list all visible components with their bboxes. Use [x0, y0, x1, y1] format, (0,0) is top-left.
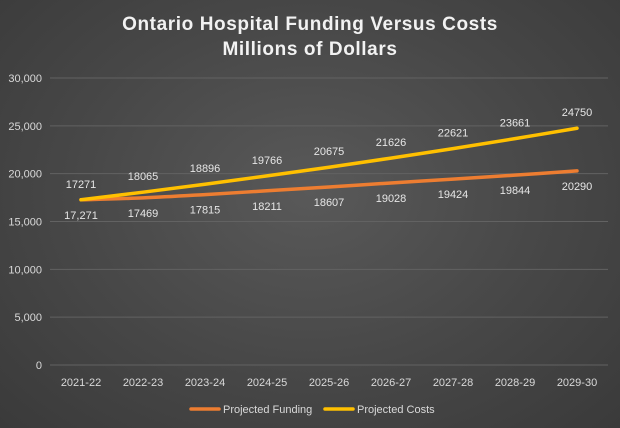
data-label-projected-costs: 18896	[190, 163, 221, 175]
x-tick-label: 2029-30	[557, 377, 597, 389]
legend-label-projected-funding: Projected Funding	[223, 404, 312, 416]
data-label-projected-funding: 19028	[376, 193, 407, 205]
y-tick-label: 30,000	[8, 73, 42, 85]
data-label-projected-costs: 24750	[562, 107, 593, 119]
data-label-projected-funding: 18211	[252, 201, 282, 213]
x-tick-label: 2022-23	[123, 377, 163, 389]
data-label-projected-costs: 22621	[438, 128, 469, 140]
y-tick-label: 10,000	[8, 264, 42, 276]
x-axis: 2021-22 2022-23 2023-24 2024-25 2025-26 2026-…	[61, 377, 597, 389]
x-tick-label: 2023-24	[185, 377, 225, 389]
data-label-projected-costs: 21626	[376, 137, 407, 149]
legend-label-projected-costs: Projected Costs	[357, 404, 435, 416]
x-tick-label: 2028-29	[495, 377, 535, 389]
y-tick-label: 20,000	[8, 169, 42, 181]
data-label-projected-funding: 17,271	[64, 210, 98, 222]
data-labels: 17,271 17469 17815 18211 18607 19028 19424 1984…	[64, 107, 592, 222]
series	[79, 126, 579, 202]
gridlines	[50, 77, 608, 366]
chart-subtitle: Millions of Dollars	[222, 39, 397, 60]
x-tick-label: 2026-27	[371, 377, 411, 389]
y-tick-label: 15,000	[8, 217, 42, 229]
y-axis: 0 5,000 10,000 15,000 20,000 25,000 30,000	[8, 73, 42, 372]
x-tick-label: 2025-26	[309, 377, 349, 389]
legend: Projected Funding Projected Costs	[189, 404, 435, 416]
data-label-projected-funding: 19424	[438, 189, 469, 201]
x-tick-label: 2027-28	[433, 377, 473, 389]
data-label-projected-costs: 19766	[252, 155, 283, 167]
data-label-projected-funding: 17815	[190, 205, 221, 217]
data-label-projected-funding: 19844	[500, 185, 531, 197]
data-label-projected-costs: 20675	[314, 146, 345, 158]
chart-title: Ontario Hospital Funding Versus Costs	[122, 14, 498, 35]
data-label-projected-funding: 20290	[562, 181, 593, 193]
data-label-projected-costs: 18065	[128, 171, 159, 183]
data-label-projected-costs: 17271	[66, 179, 97, 191]
data-label-projected-funding: 18607	[314, 197, 345, 209]
x-tick-label: 2021-22	[61, 377, 101, 389]
y-tick-label: 5,000	[14, 312, 42, 324]
data-label-projected-costs: 23661	[500, 118, 531, 130]
data-label-projected-funding: 17469	[128, 208, 159, 220]
y-tick-label: 0	[36, 360, 42, 372]
y-tick-label: 25,000	[8, 121, 42, 133]
x-tick-label: 2024-25	[247, 377, 287, 389]
